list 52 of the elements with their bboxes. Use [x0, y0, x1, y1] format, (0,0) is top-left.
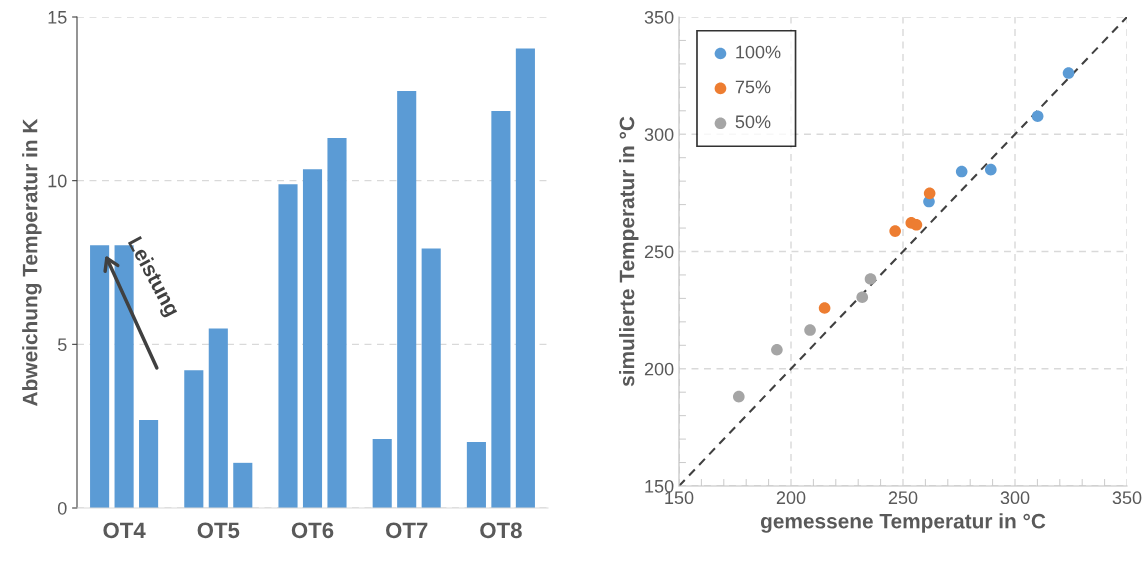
point [818, 302, 831, 314]
y-axis-title: simulierte Temperatur in °C [619, 116, 639, 387]
y-tick-label: 250 [644, 245, 674, 259]
x-tick-label: 200 [776, 491, 806, 505]
point [910, 218, 923, 231]
point [864, 273, 877, 285]
x-tick-label: 350 [1112, 491, 1142, 505]
y-tick-label: 0 [57, 501, 67, 515]
x-tick-label: OT7 [386, 522, 428, 539]
bar [90, 245, 110, 508]
x-tick-label: 150 [665, 491, 694, 505]
x-tick-label: OT8 [480, 522, 522, 539]
bar [491, 110, 511, 508]
bar [278, 184, 298, 508]
bar [466, 441, 486, 508]
y-tick-label: 10 [48, 174, 67, 188]
point [923, 187, 936, 200]
x-tick-label: OT4 [103, 522, 146, 539]
bar [515, 48, 535, 508]
point [889, 225, 901, 237]
point [856, 291, 869, 304]
bar [397, 90, 417, 508]
point [1062, 67, 1075, 79]
bar [139, 419, 159, 508]
legend-label: 100% [736, 45, 781, 59]
point [955, 165, 968, 178]
x-tick-label: 300 [1000, 491, 1030, 505]
point [985, 163, 997, 176]
x-axis-title: gemessene Temperatur in °C [760, 513, 1046, 533]
x-tick-label: OT6 [291, 522, 334, 539]
y-tick-label: 15 [48, 11, 67, 24]
y-tick-label: 200 [644, 362, 674, 376]
x-tick-label: 250 [888, 491, 918, 505]
point [804, 324, 816, 336]
point [733, 390, 745, 403]
bar [233, 462, 253, 508]
point [771, 343, 783, 356]
bar [302, 169, 323, 508]
x-tick-label: OT5 [197, 522, 240, 539]
legend-label: 75% [735, 80, 771, 94]
point [1031, 110, 1044, 122]
bar [372, 438, 392, 508]
bar [184, 370, 204, 508]
bar [208, 328, 228, 508]
y-tick-label: 350 [644, 10, 674, 24]
legend-label: 50% [735, 115, 771, 129]
bar [327, 138, 347, 508]
y-axis-title: Abweichung Temperatur in K [22, 118, 42, 406]
y-tick-label: 150 [645, 479, 674, 493]
bar [421, 248, 441, 508]
y-tick-label: 5 [57, 338, 67, 352]
y-tick-label: 300 [644, 128, 674, 141]
